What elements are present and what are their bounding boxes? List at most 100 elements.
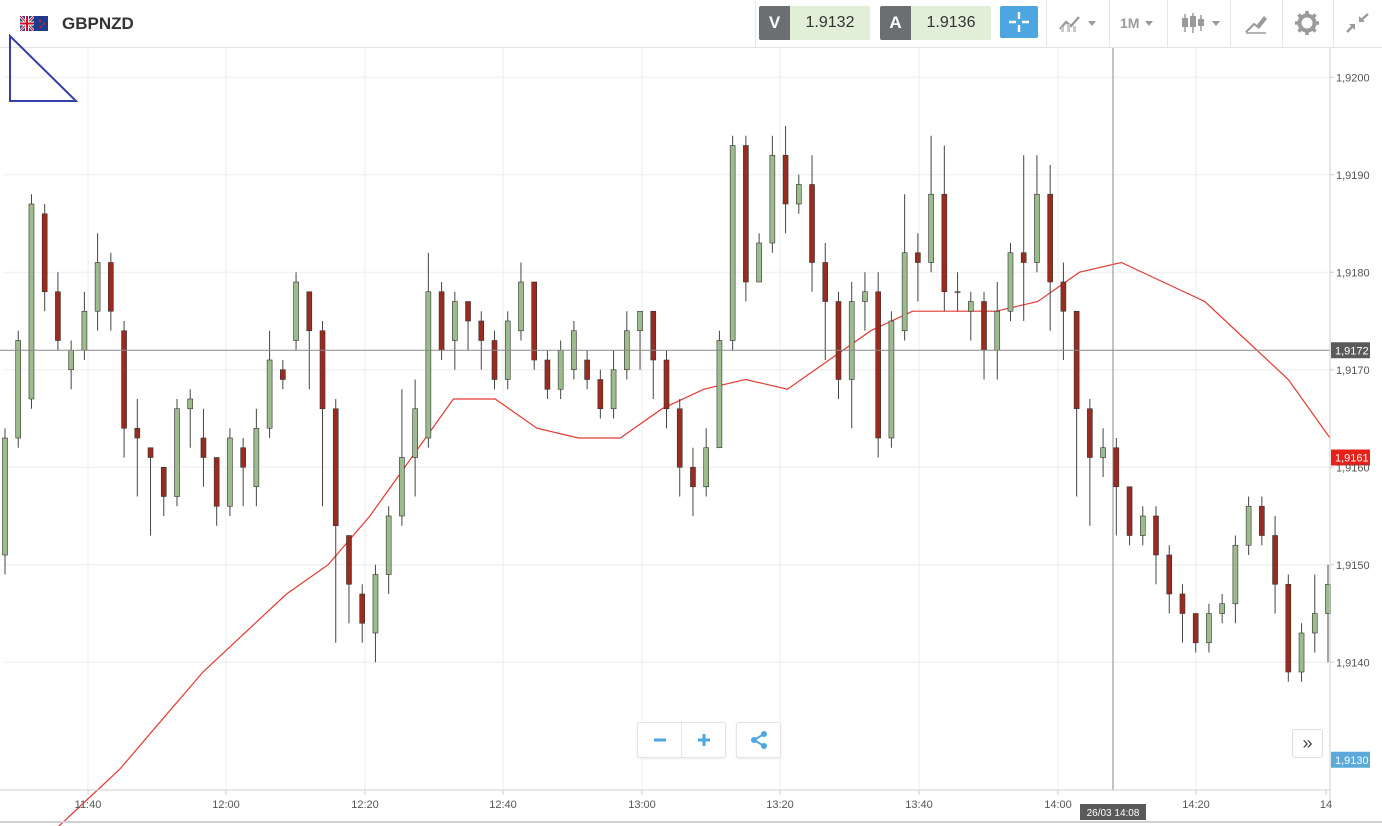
candle-body bbox=[412, 408, 418, 458]
candle bbox=[650, 310, 657, 399]
candle-body bbox=[862, 291, 868, 302]
candle bbox=[465, 301, 471, 351]
candle-body bbox=[848, 301, 855, 380]
candle bbox=[174, 399, 180, 507]
candle bbox=[875, 272, 881, 458]
candle-body bbox=[1272, 535, 1278, 585]
candle bbox=[94, 233, 101, 331]
candle-body bbox=[213, 457, 220, 507]
timeframe-label: 1M bbox=[1120, 15, 1140, 31]
candle-body bbox=[544, 359, 551, 390]
drawing-tools-button[interactable] bbox=[1244, 6, 1268, 40]
instrument-name: GBPNZD bbox=[62, 14, 134, 33]
candle-body bbox=[729, 145, 736, 341]
candle bbox=[187, 389, 194, 448]
candle bbox=[253, 408, 260, 507]
chevron-down-icon bbox=[1212, 20, 1220, 26]
candle bbox=[1298, 623, 1305, 682]
candle bbox=[531, 281, 538, 370]
candle-body bbox=[174, 408, 180, 497]
chevron-down-icon bbox=[1145, 20, 1154, 26]
candle-body bbox=[1060, 281, 1067, 312]
candle bbox=[928, 135, 934, 273]
candle-body bbox=[1034, 193, 1040, 263]
drawing-triangle[interactable] bbox=[9, 33, 79, 102]
y-tick-label: 1,9190 bbox=[1336, 170, 1370, 182]
candle-body bbox=[478, 320, 485, 341]
candle-body bbox=[266, 359, 273, 429]
candle bbox=[1126, 486, 1133, 546]
gear-icon bbox=[1295, 11, 1319, 35]
candle-body bbox=[108, 262, 114, 312]
crosshair-price-label: 1,9172 bbox=[1335, 345, 1369, 357]
chart-type-icon bbox=[1059, 16, 1080, 32]
candle-body bbox=[1232, 544, 1239, 605]
buy-price-button[interactable]: A 1.9136 bbox=[880, 6, 991, 40]
candle-body bbox=[743, 145, 749, 283]
candle-body bbox=[399, 457, 405, 517]
crosshair-button[interactable] bbox=[1000, 6, 1038, 38]
collapse-button[interactable] bbox=[1344, 6, 1370, 40]
candle bbox=[491, 330, 498, 390]
candle-body bbox=[94, 262, 101, 312]
sell-price: 1.9132 bbox=[790, 6, 870, 40]
candle bbox=[835, 291, 842, 399]
candle-body bbox=[557, 349, 564, 390]
zoom-in-button[interactable] bbox=[682, 723, 725, 757]
candle-body bbox=[809, 184, 815, 263]
candle-body bbox=[121, 330, 127, 429]
candle bbox=[359, 584, 366, 643]
candle bbox=[227, 428, 233, 516]
candle bbox=[1007, 243, 1014, 321]
y-tick-label: 1,9150 bbox=[1336, 560, 1370, 572]
candle bbox=[1272, 516, 1278, 614]
candle-body bbox=[676, 408, 683, 468]
y-tick-label: 1,9170 bbox=[1336, 365, 1370, 377]
candle bbox=[637, 310, 643, 370]
plus-icon bbox=[697, 734, 710, 746]
sell-letter: V bbox=[759, 6, 790, 40]
candle-body bbox=[1113, 447, 1120, 488]
timeframe-dropdown[interactable]: 1M bbox=[1120, 6, 1154, 40]
sell-price-button[interactable]: V 1.9132 bbox=[759, 6, 870, 40]
candle-style-button[interactable] bbox=[1180, 6, 1220, 40]
candle-body bbox=[967, 301, 974, 312]
candlestick-icon bbox=[1182, 13, 1204, 33]
candle bbox=[55, 272, 61, 351]
y-tick-label: 1,9160 bbox=[1336, 462, 1370, 474]
candle-body bbox=[2, 437, 8, 556]
share-button[interactable] bbox=[737, 723, 780, 757]
candle-body bbox=[41, 213, 48, 293]
candle bbox=[319, 321, 326, 507]
candle bbox=[1073, 310, 1080, 497]
candle-body bbox=[200, 437, 207, 458]
settings-button[interactable] bbox=[1294, 6, 1320, 40]
candle-body bbox=[795, 184, 802, 205]
candle bbox=[1100, 428, 1106, 477]
candle-body bbox=[1153, 515, 1159, 556]
candle bbox=[584, 350, 590, 390]
chart-type-button[interactable] bbox=[1058, 6, 1096, 40]
y-tick-label: 1,9200 bbox=[1336, 72, 1370, 84]
candle-body bbox=[28, 203, 35, 400]
buy-letter: A bbox=[880, 6, 911, 40]
candle-body bbox=[690, 466, 696, 488]
candle-body bbox=[703, 447, 709, 488]
scroll-to-latest-button[interactable]: » bbox=[1292, 729, 1323, 758]
candle-body bbox=[1206, 613, 1212, 644]
y-tick-label: 1,9180 bbox=[1336, 267, 1370, 279]
x-tick-label: 14 bbox=[1320, 799, 1332, 811]
candle bbox=[795, 174, 802, 214]
candle-body bbox=[1285, 583, 1292, 673]
double-chevron-right-icon: » bbox=[1302, 733, 1313, 753]
zoom-out-button[interactable] bbox=[638, 723, 682, 757]
last-price-label: 1,9161 bbox=[1335, 453, 1369, 465]
candle bbox=[1153, 506, 1159, 585]
candle-body bbox=[756, 242, 762, 283]
candle bbox=[544, 350, 551, 399]
crosshair-price-label-bg bbox=[1331, 342, 1370, 359]
crosshair-time-label: 26/03 14:08 bbox=[1087, 808, 1140, 819]
candle bbox=[399, 389, 405, 526]
candle-body bbox=[782, 154, 789, 205]
